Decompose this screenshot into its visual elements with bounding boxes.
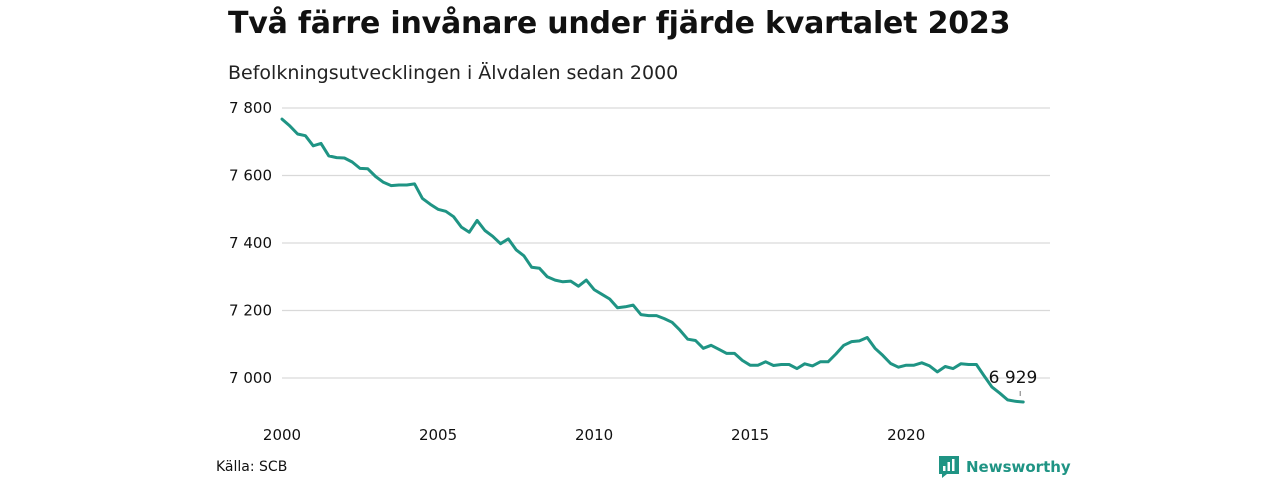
x-tick-label: 2015: [731, 426, 769, 444]
chart-subtitle: Befolkningsutvecklingen i Älvdalen sedan…: [228, 62, 679, 84]
source-note: Källa: SCB: [216, 459, 288, 475]
y-tick-label: 7 200: [229, 302, 272, 320]
end-value-label: 6 929: [989, 368, 1038, 388]
end-annotation: 6 929: [989, 368, 1038, 396]
x-tick-label: 2000: [263, 426, 301, 444]
x-tick-label: 2010: [575, 426, 613, 444]
y-tick-label: 7 400: [229, 234, 272, 252]
y-tick-label: 7 600: [229, 167, 272, 185]
gridlines: [282, 107, 1050, 379]
x-axis-tick-labels: 2000 2005 2010 2015 2020: [263, 426, 925, 444]
brand-name: Newsworthy: [966, 458, 1071, 476]
series-line: [280, 117, 1025, 404]
y-tick-label: 7 000: [229, 369, 272, 387]
x-tick-label: 2005: [419, 426, 457, 444]
series-group: [280, 117, 1025, 404]
x-tick-label: 2020: [887, 426, 925, 444]
y-axis-tick-labels: 7 000 7 200 7 400 7 600 7 800: [229, 99, 272, 387]
brand-logo: Newsworthy: [938, 455, 1071, 479]
chart-title: Två färre invånare under fjärde kvartale…: [228, 6, 1011, 41]
y-tick-label: 7 800: [229, 99, 272, 117]
bar-chart-speech-icon: [939, 456, 959, 478]
